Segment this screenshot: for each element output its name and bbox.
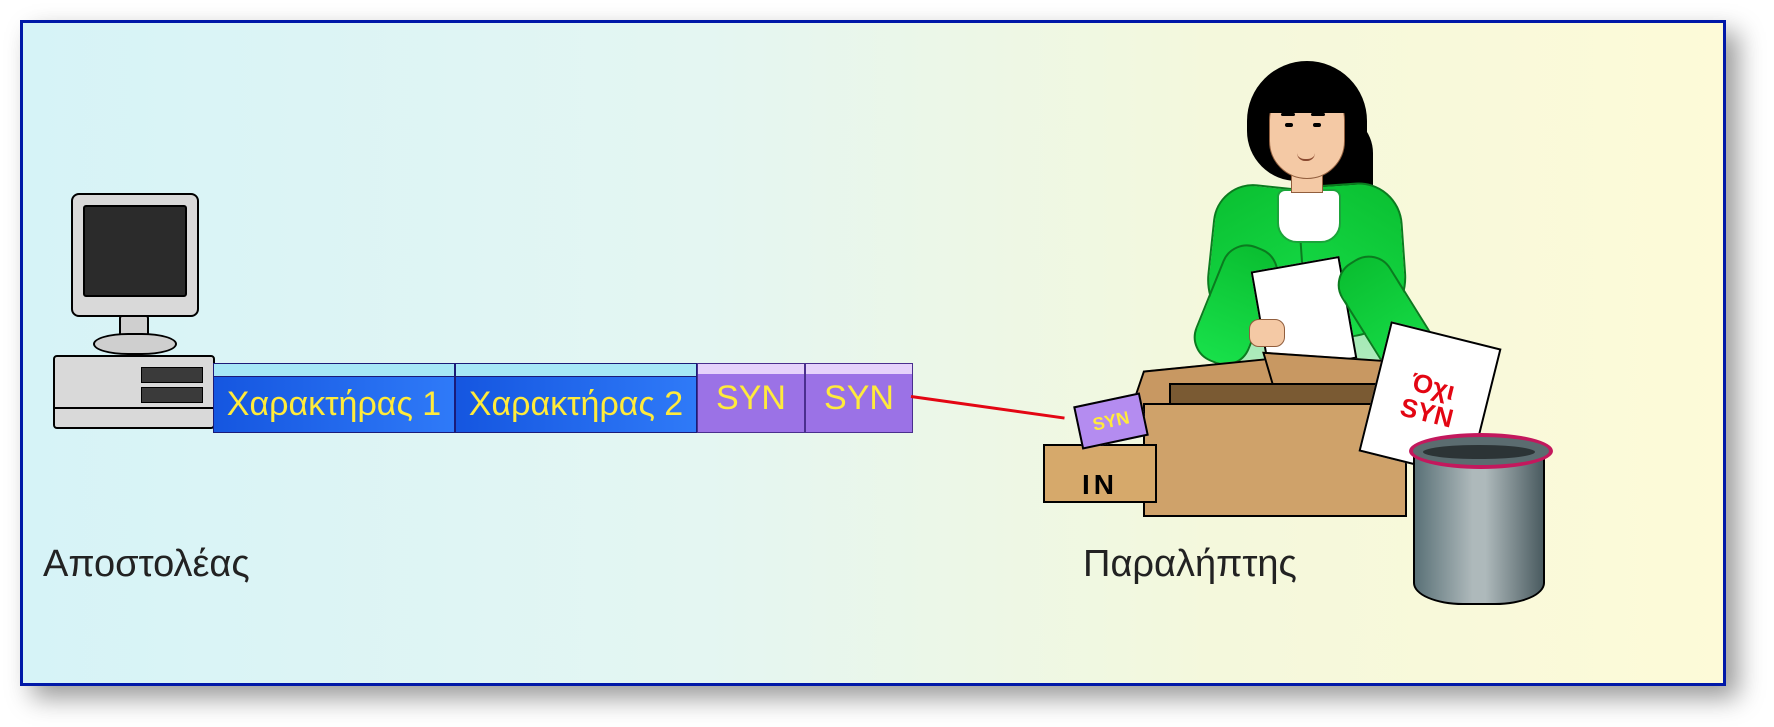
stream-cell-char-2-label: Χαρακτήρας 2 bbox=[456, 377, 696, 432]
connection-wire-icon bbox=[911, 395, 1065, 420]
receiver-person-icon bbox=[1173, 43, 1413, 403]
receiver-label: Παραλήπτης bbox=[1083, 543, 1297, 586]
sender-label: Αποστολέας bbox=[43, 543, 250, 586]
diagram-canvas: Χαρακτήρας 1 Χαρακτήρας 2 SYN SYN bbox=[20, 20, 1726, 686]
stream-cell-char-1: Χαρακτήρας 1 bbox=[213, 363, 455, 433]
in-tray-label: IN bbox=[1045, 469, 1155, 501]
stream-cell-syn-2: SYN bbox=[805, 363, 913, 433]
sender-computer-icon bbox=[53, 193, 213, 453]
in-tray-syn-card: SYN bbox=[1073, 392, 1149, 449]
in-tray-icon: IN SYN bbox=[1043, 403, 1163, 503]
receiver-group: IN SYN Όχι SYN bbox=[1053, 53, 1533, 613]
trash-can-icon bbox=[1413, 433, 1543, 613]
stream-cell-char-2: Χαρακτήρας 2 bbox=[455, 363, 697, 433]
stream-cell-char-1-label: Χαρακτήρας 1 bbox=[214, 377, 454, 432]
data-stream: Χαρακτήρας 1 Χαρακτήρας 2 SYN SYN bbox=[213, 363, 913, 433]
stream-cell-syn-1: SYN bbox=[697, 363, 805, 433]
